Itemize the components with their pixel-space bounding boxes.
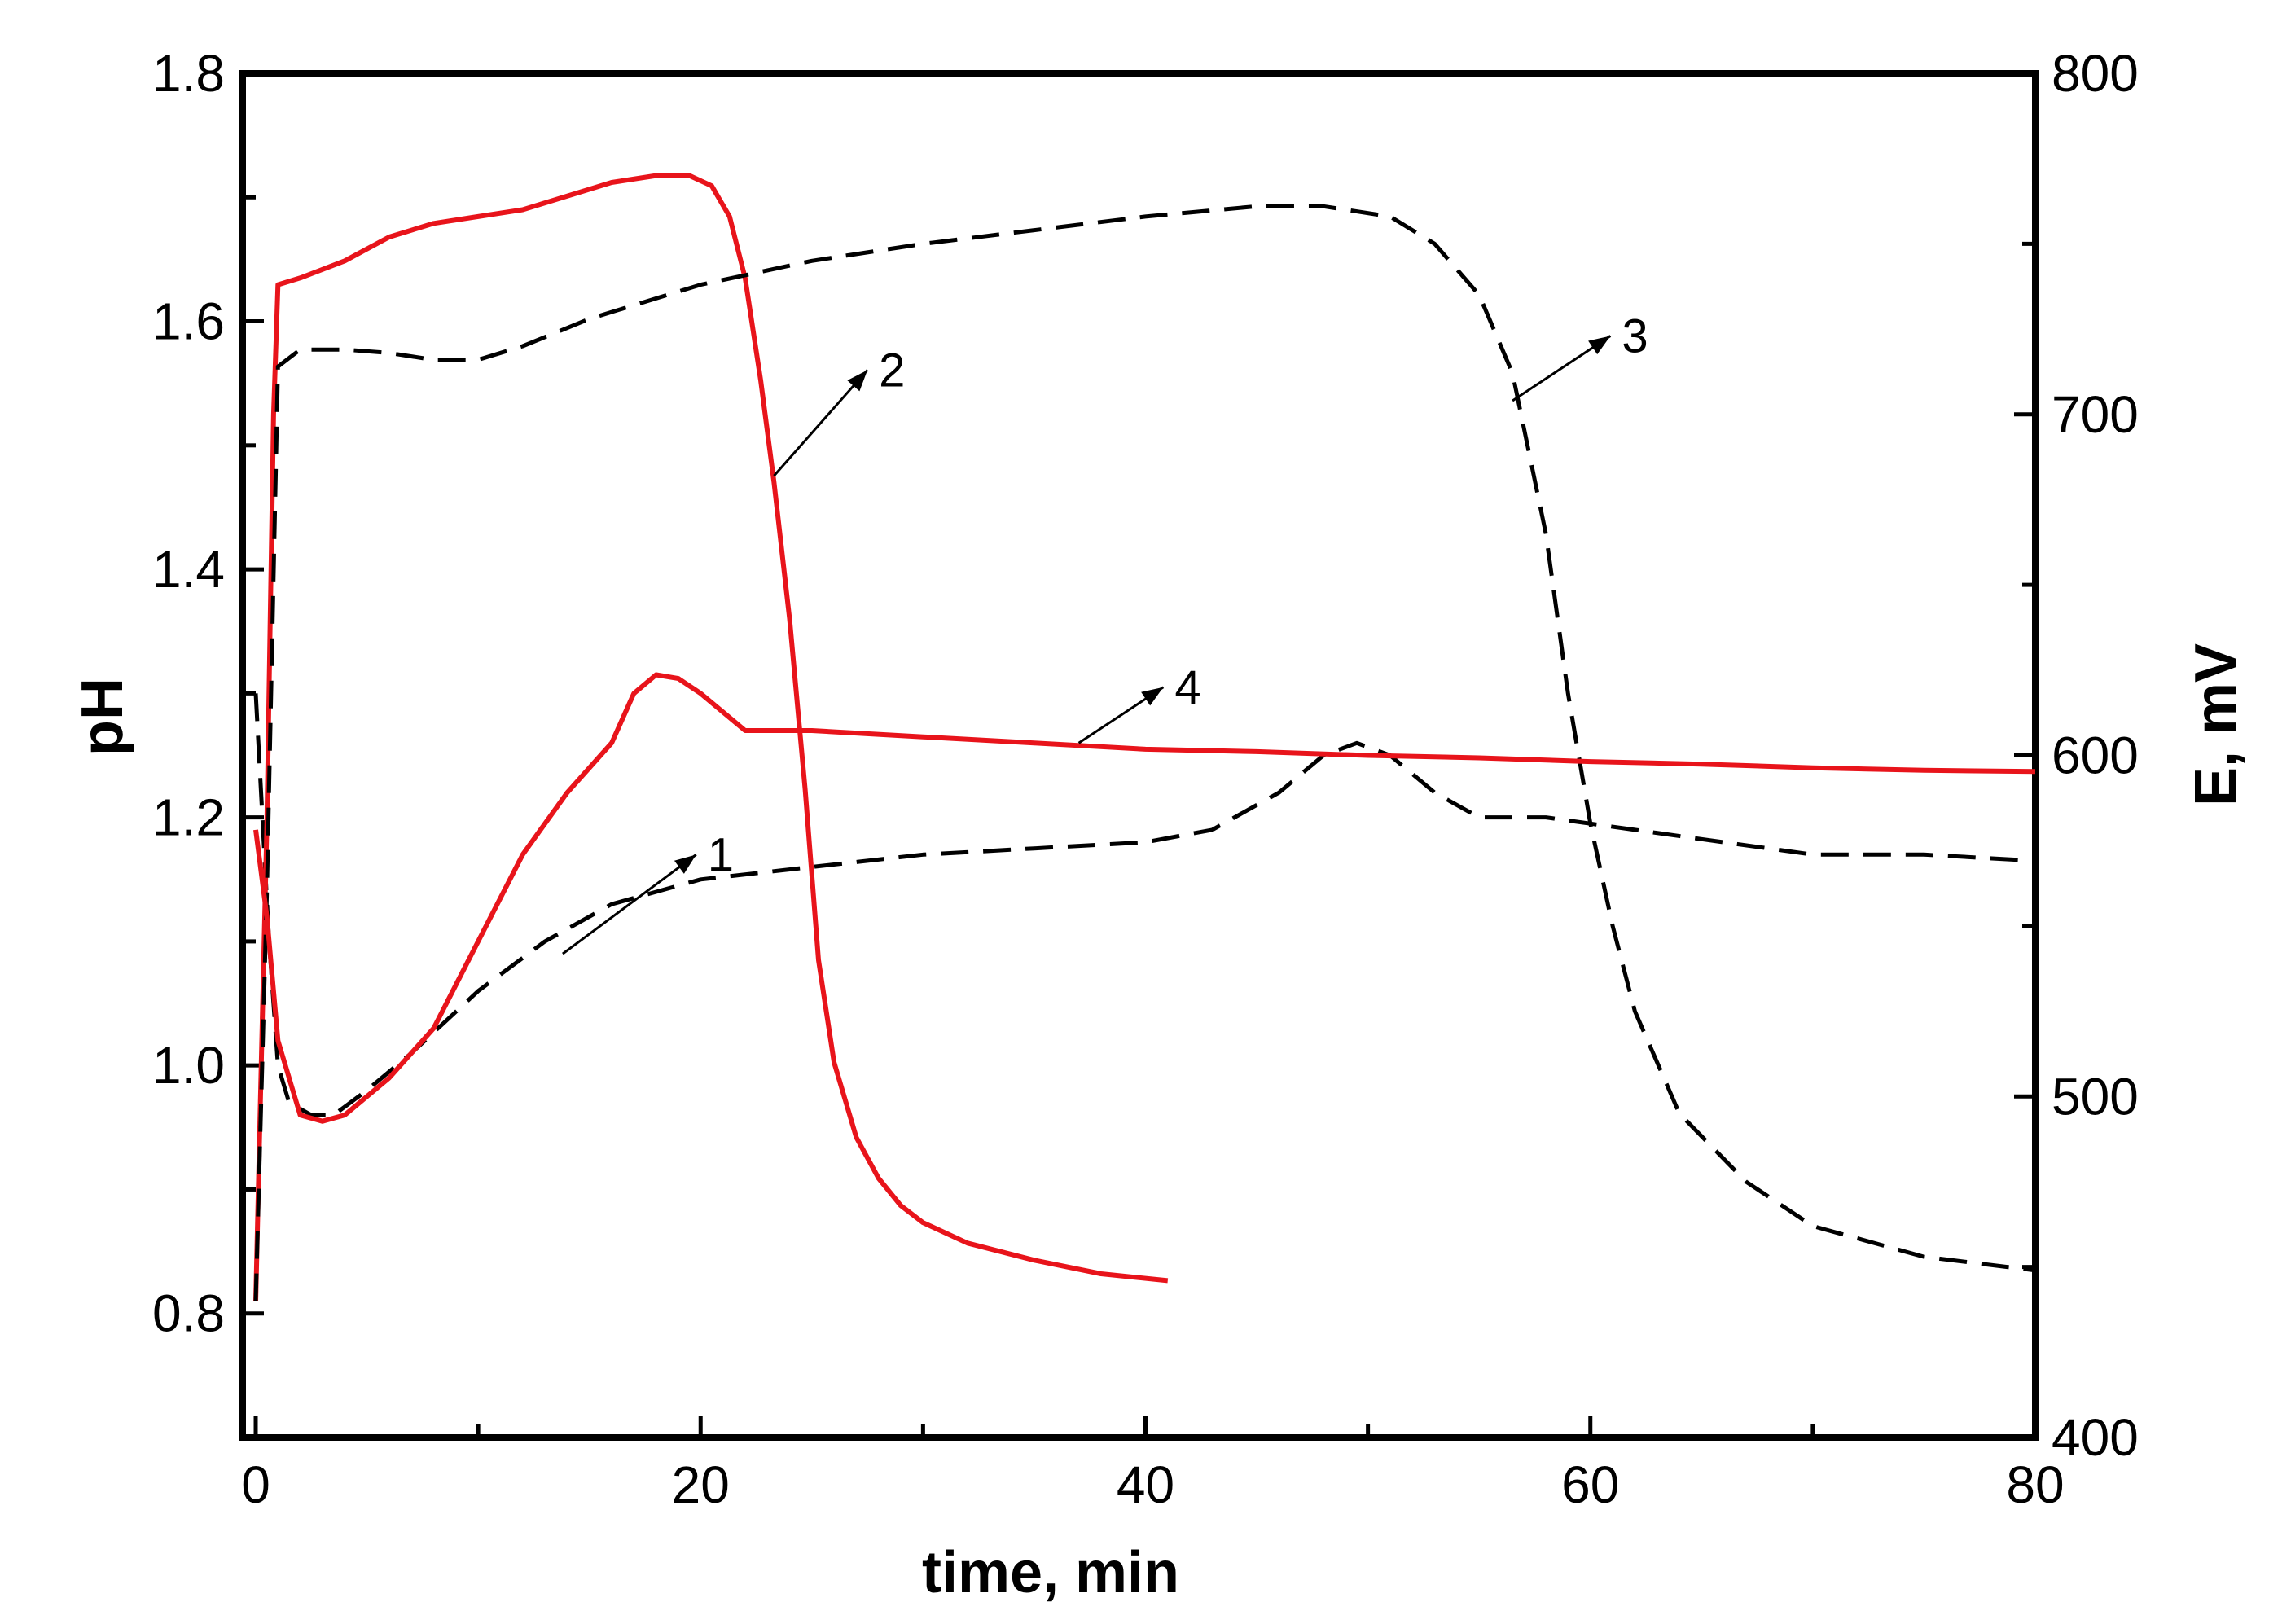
y-right-tick-label: 800 — [2052, 44, 2139, 103]
annotations-layer: 1 2 3 4 — [562, 309, 1648, 955]
x-tick-label: 0 — [241, 1455, 270, 1514]
curve-label-4: 4 — [1174, 661, 1200, 714]
x-tick-label: 80 — [2006, 1455, 2064, 1514]
plot-frame — [239, 70, 2039, 1441]
y-left-tick-label: 1.8 — [152, 44, 225, 103]
y-right-tick-label: 700 — [2052, 385, 2139, 444]
y-left-tick-label: 1.2 — [152, 788, 225, 847]
annotation-arrow-2 — [773, 369, 869, 477]
y-left-tick-label: 1.0 — [152, 1036, 225, 1095]
tick-labels: 0 20 40 60 80 0.8 1.0 1.2 1.4 1.6 1.8 400 500 600 700 8… — [152, 44, 2139, 1514]
annotation-arrowhead-1 — [674, 854, 696, 874]
axis-ticks — [243, 71, 2038, 1440]
curve-label-1: 1 — [708, 828, 734, 881]
curve-label-2: 2 — [879, 344, 905, 397]
x-tick-label: 20 — [672, 1455, 730, 1514]
annotation-arrow-1 — [562, 854, 697, 955]
annotation-arrowhead-4 — [1141, 687, 1164, 706]
x-tick-label: 60 — [1561, 1455, 1619, 1514]
y-right-tick-label: 600 — [2052, 726, 2139, 785]
y-left-tick-label: 1.4 — [152, 540, 225, 599]
annotation-arrowhead-2 — [847, 370, 868, 392]
series-line-1 — [253, 693, 2036, 1117]
series-layer — [253, 173, 2036, 1301]
series-line-4 — [253, 672, 2036, 1124]
y-left-tick-label: 1.6 — [152, 292, 225, 351]
y-right-tick-label: 500 — [2052, 1067, 2139, 1126]
y-left-axis-title: pH — [70, 678, 135, 756]
y-right-axis-title: E, mV — [2183, 643, 2249, 806]
y-left-tick-label: 0.8 — [152, 1284, 225, 1343]
series-line-2 — [253, 173, 1169, 1301]
y-right-tick-label: 400 — [2052, 1408, 2139, 1467]
x-axis-title: time, min — [922, 1540, 1179, 1605]
annotation-arrowhead-3 — [1588, 336, 1611, 355]
curve-label-3: 3 — [1622, 309, 1648, 362]
series-line-3 — [253, 204, 2036, 1301]
x-tick-label: 40 — [1117, 1455, 1174, 1514]
